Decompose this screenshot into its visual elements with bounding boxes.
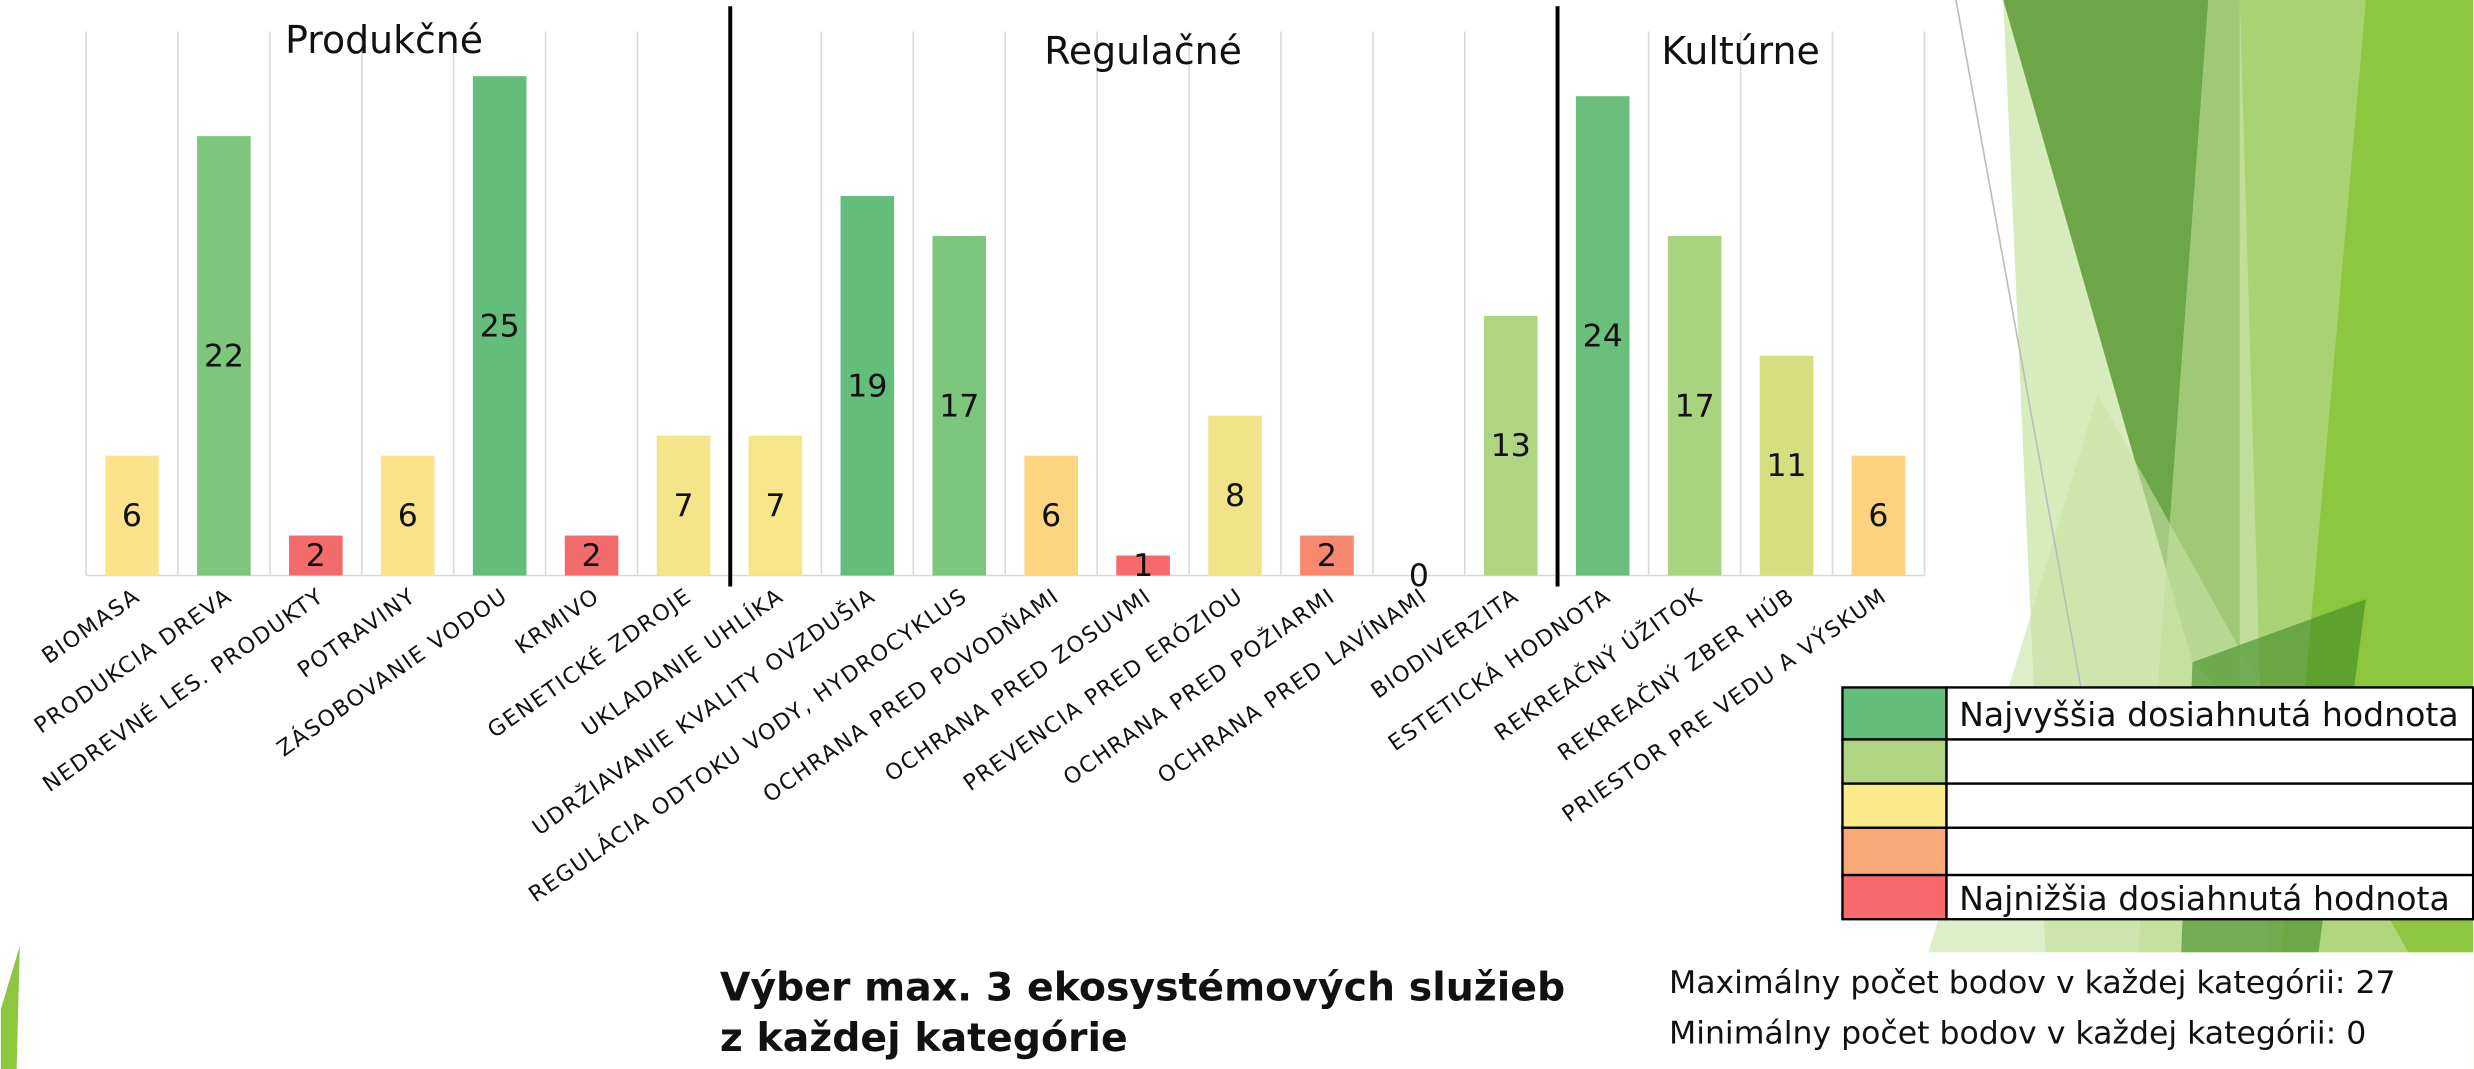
value-label: 2: [582, 538, 602, 574]
legend-cell: [1947, 784, 2474, 828]
value-label: 6: [1041, 498, 1061, 534]
legend-swatch: [1842, 687, 1946, 739]
value-label: 17: [939, 388, 979, 424]
value-label: 7: [765, 488, 785, 524]
value-label: 1: [1133, 548, 1153, 584]
value-label: 8: [1225, 478, 1245, 514]
value-label: 25: [480, 308, 520, 344]
value-label: 17: [1675, 388, 1715, 424]
value-label: 6: [122, 498, 142, 534]
value-label: 19: [847, 368, 887, 404]
value-label: 13: [1491, 428, 1531, 464]
value-label: 7: [673, 488, 693, 524]
chart-title: z každej kategórie: [720, 1015, 1128, 1061]
group-label: Kultúrne: [1661, 29, 1819, 73]
legend-swatch: [1842, 784, 1946, 828]
chart-title: Výber max. 3 ekosystémových služieb: [720, 965, 1565, 1011]
value-label: 11: [1767, 448, 1807, 484]
value-label: 2: [306, 538, 326, 574]
value-label: 6: [1868, 498, 1888, 534]
group-label: Produkčné: [285, 18, 483, 62]
legend-swatch: [1842, 875, 1946, 919]
value-label: 22: [204, 338, 244, 374]
value-label: 24: [1583, 318, 1623, 354]
legend-cell: [1947, 739, 2474, 783]
legend-swatch: [1842, 828, 1946, 875]
note: Maximálny počet bodov v každej kategórii…: [1669, 965, 2396, 1001]
value-label: 6: [398, 498, 418, 534]
legend-label: Najvyššia dosiahnutá hodnota: [1959, 695, 2458, 734]
note: Minimálny počet bodov v každej kategórii…: [1669, 1015, 2366, 1051]
x-tick-label: UDRŽIAVANIE KVALITY OVZDUŠIA: [528, 583, 881, 841]
value-label: 2: [1317, 538, 1337, 574]
legend-cell: [1947, 828, 2474, 875]
legend-swatch: [1842, 739, 1946, 783]
chart: 6BIOMASA22PRODUKCIA DREVA2NEDREVNÉ LES. …: [0, 0, 2474, 1069]
legend-label: Najnižšia dosiahnutá hodnota: [1959, 879, 2450, 918]
group-label: Regulačné: [1044, 29, 1242, 73]
